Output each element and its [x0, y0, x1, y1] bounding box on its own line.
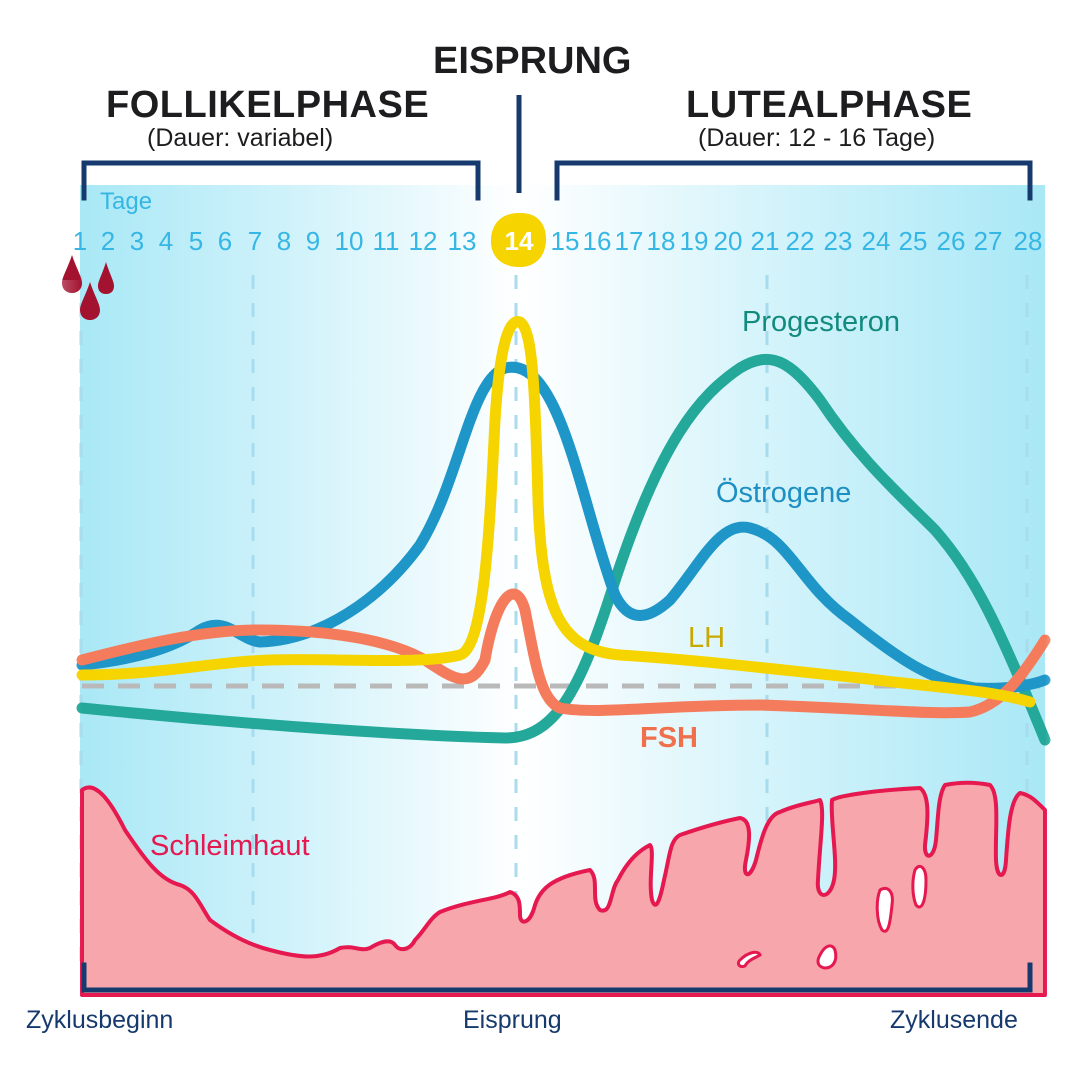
- day-number: 12: [408, 226, 438, 256]
- lh-label: LH: [688, 622, 726, 654]
- day-number: 5: [188, 226, 204, 256]
- follicular-bracket: [81, 160, 481, 201]
- schleimhaut-label: Schleimhaut: [150, 830, 310, 862]
- day-number: 26: [936, 226, 966, 256]
- tage-label: Tage: [100, 188, 153, 215]
- day-number: 4: [158, 226, 174, 256]
- right-edge-fade: [1045, 280, 1080, 1000]
- follicular-background: [80, 185, 520, 995]
- day-number: 20: [713, 226, 743, 256]
- lh-curve: [76, 316, 1036, 708]
- day-number: 1: [72, 226, 88, 256]
- eisprung-bottom-label: Eisprung: [463, 1006, 562, 1034]
- day-number: 19: [679, 226, 709, 256]
- day-number: 7: [247, 226, 263, 256]
- day-number: 10: [334, 226, 364, 256]
- fsh-curve: [76, 588, 1051, 719]
- day-number: 18: [646, 226, 676, 256]
- schleimhaut-glands: [736, 864, 928, 970]
- day-number: 2: [100, 226, 116, 256]
- progesteron-curve: [76, 354, 1051, 746]
- day-number: 23: [823, 226, 853, 256]
- day-number: 24: [861, 226, 891, 256]
- lutealphase-duration: (Dauer: 12 - 16 Tage): [698, 124, 936, 152]
- cycle-bottom-bracket: [81, 962, 1033, 993]
- follikelphase-duration: (Dauer: variabel): [147, 124, 334, 152]
- lutealphase-title: LUTEALPHASE: [686, 84, 973, 126]
- day-14-highlight: [490, 212, 547, 268]
- schleimhaut-shape: [80, 780, 1047, 997]
- luteal-bracket: [554, 160, 1033, 201]
- eisprung-title: EISPRUNG: [433, 40, 632, 82]
- day-number: 25: [898, 226, 928, 256]
- day-number: 6: [217, 226, 233, 256]
- day-number: 16: [582, 226, 612, 256]
- oestrogene-curve: [76, 361, 1051, 694]
- day-number: 13: [447, 226, 477, 256]
- day-number: 28: [1013, 226, 1043, 256]
- day-number: 15: [550, 226, 580, 256]
- day-number: 22: [785, 226, 815, 256]
- zyklusende-label: Zyklusende: [890, 1006, 1018, 1034]
- left-edge-fade: [0, 280, 82, 1000]
- day-number: 27: [973, 226, 1003, 256]
- day-number: 17: [614, 226, 644, 256]
- day-number: 21: [750, 226, 780, 256]
- day-number: 3: [129, 226, 145, 256]
- fsh-label: FSH: [640, 722, 698, 754]
- progesteron-label: Progesteron: [742, 306, 900, 338]
- day-number: 11: [372, 226, 400, 256]
- day-number: 9: [305, 226, 321, 256]
- day-number: 14: [504, 226, 534, 256]
- zyklusbeginn-label: Zyklusbeginn: [26, 1006, 174, 1034]
- oestrogene-label: Östrogene: [716, 477, 852, 509]
- day-number: 8: [276, 226, 292, 256]
- follikelphase-title: FOLLIKELPHASE: [106, 84, 430, 126]
